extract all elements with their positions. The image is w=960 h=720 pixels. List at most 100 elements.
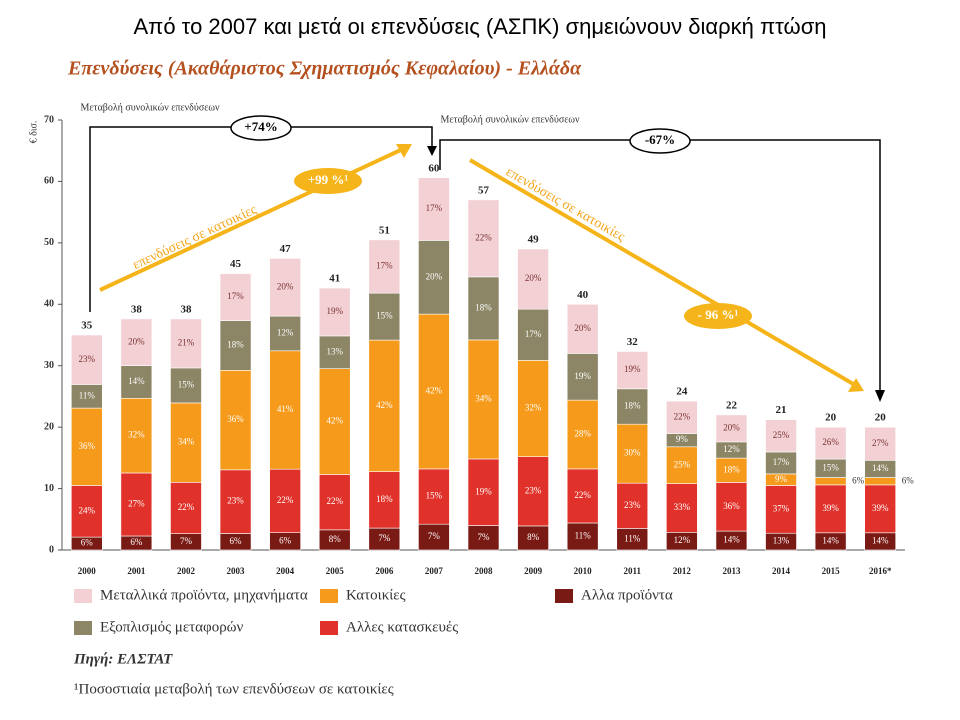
- segment-label: 19%: [624, 364, 641, 374]
- segment-label: 34%: [178, 437, 195, 447]
- legend-swatch: [74, 589, 92, 603]
- bar-segment: [715, 414, 748, 443]
- annotation: -67%: [645, 132, 675, 147]
- bar-segment: [418, 523, 450, 551]
- segment-label: 14%: [872, 463, 889, 473]
- bar-segment: [120, 472, 153, 537]
- chart-title: Επενδύσεις (Ακαθάριστος Σχηματισμός Κεφα…: [67, 58, 582, 80]
- bar-segment: [318, 335, 351, 369]
- total-label: 22: [726, 399, 738, 411]
- total-label: 35: [81, 320, 93, 332]
- segment-label: 36%: [227, 414, 244, 424]
- bar-segment: [120, 365, 153, 399]
- segment-label: 18%: [475, 302, 492, 312]
- bar-segment: [616, 351, 649, 390]
- badge: [629, 128, 691, 154]
- segment-label: 15%: [426, 491, 443, 501]
- segment-label: 6%: [902, 475, 915, 485]
- x-tick-label: 2007: [425, 566, 444, 576]
- bar-segment: [467, 276, 500, 341]
- segment-label: 18%: [376, 494, 393, 504]
- legend-label: Μεταλλικά προϊόντα, μηχανήματα: [100, 587, 308, 603]
- bar-segment: [269, 258, 301, 317]
- segment-label: 11%: [79, 390, 96, 400]
- segment-label: 13%: [773, 536, 790, 546]
- segment-label: 21%: [178, 337, 195, 347]
- segment-label: 37%: [773, 503, 790, 513]
- total-label: 41: [329, 273, 340, 285]
- total-label: 21: [776, 404, 787, 416]
- bar-segment: [765, 485, 797, 534]
- segment-label: 39%: [872, 503, 889, 513]
- x-tick-label: 2003: [227, 566, 246, 576]
- bar-segment: [269, 315, 301, 352]
- bar-segment: [70, 334, 103, 385]
- legend-swatch: [320, 589, 338, 603]
- segment-label: 14%: [723, 535, 740, 545]
- annotation: +99 %¹: [308, 172, 349, 187]
- bar-segment: [418, 313, 450, 470]
- segment-label: 18%: [624, 401, 641, 411]
- total-label: 45: [230, 258, 242, 270]
- bar-segment: [765, 419, 797, 453]
- y-tick-label: 30: [44, 360, 54, 371]
- segment-label: 7%: [378, 533, 391, 543]
- segment-label: 6%: [279, 535, 292, 545]
- segment-label: 20%: [574, 323, 591, 333]
- bar-segment: [70, 485, 103, 538]
- legend-label: Αλλα προϊόντα: [581, 587, 673, 603]
- total-label: 20: [875, 412, 887, 424]
- slide-title: Από το 2007 και μετά οι επενδύσεις (ΑΣΠΚ…: [133, 14, 826, 39]
- segment-label: 36%: [79, 441, 96, 451]
- bar-segment: [219, 320, 252, 371]
- y-tick-label: 50: [44, 237, 54, 248]
- x-tick-label: 2013: [722, 566, 741, 576]
- total-label: 32: [627, 336, 639, 348]
- segment-label: 18%: [723, 464, 740, 474]
- segment-label: 8%: [527, 532, 540, 542]
- segment-label: 14%: [128, 376, 145, 386]
- bar-segment: [616, 482, 649, 529]
- segment-label: 20%: [426, 271, 443, 281]
- bar-segment: [219, 370, 252, 471]
- bar-segment: [814, 477, 847, 486]
- y-tick-label: 0: [49, 544, 54, 555]
- bar-segment: [170, 402, 202, 483]
- segment-label: 33%: [674, 502, 691, 512]
- bar-segment: [219, 469, 252, 534]
- x-tick-label: 2016*: [869, 566, 892, 576]
- legend-swatch: [74, 621, 92, 635]
- annotation: επενδύσεις σε κατοικίες: [503, 165, 628, 246]
- bar-segment: [864, 484, 897, 534]
- segment-label: 28%: [574, 429, 591, 439]
- annotation: Μεταβολή συνολικών επενδύσεων: [80, 102, 220, 113]
- segment-label: 32%: [128, 430, 145, 440]
- bar-segment: [566, 468, 599, 524]
- y-tick-label: 70: [44, 114, 54, 125]
- bar-segment: [418, 240, 450, 315]
- y-tick-label: 40: [44, 299, 54, 310]
- bar-segment: [368, 339, 401, 472]
- total-label: 20: [825, 412, 837, 424]
- segment-label: 11%: [624, 533, 641, 543]
- bar-segment: [616, 423, 649, 484]
- arrowhead: [875, 390, 885, 402]
- segment-label: 22%: [178, 502, 195, 512]
- segment-label: 22%: [326, 496, 343, 506]
- segment-label: 25%: [674, 459, 691, 469]
- bar-segment: [517, 456, 549, 527]
- legend-label: Εξοπλισμός μεταφορών: [100, 619, 244, 635]
- segment-label: 17%: [773, 457, 790, 467]
- bar-segment: [864, 426, 897, 461]
- bar-segment: [368, 239, 401, 294]
- x-tick-label: 2006: [375, 566, 394, 576]
- segment-label: 23%: [525, 485, 542, 495]
- segment-label: 19%: [574, 371, 591, 381]
- bar-segment: [864, 477, 897, 486]
- bar-segment: [666, 446, 698, 484]
- segment-label: 15%: [178, 379, 195, 389]
- segment-label: 17%: [376, 261, 393, 271]
- segment-label: 30%: [624, 448, 641, 458]
- bar-segment: [269, 468, 301, 533]
- segment-label: 24%: [79, 505, 96, 515]
